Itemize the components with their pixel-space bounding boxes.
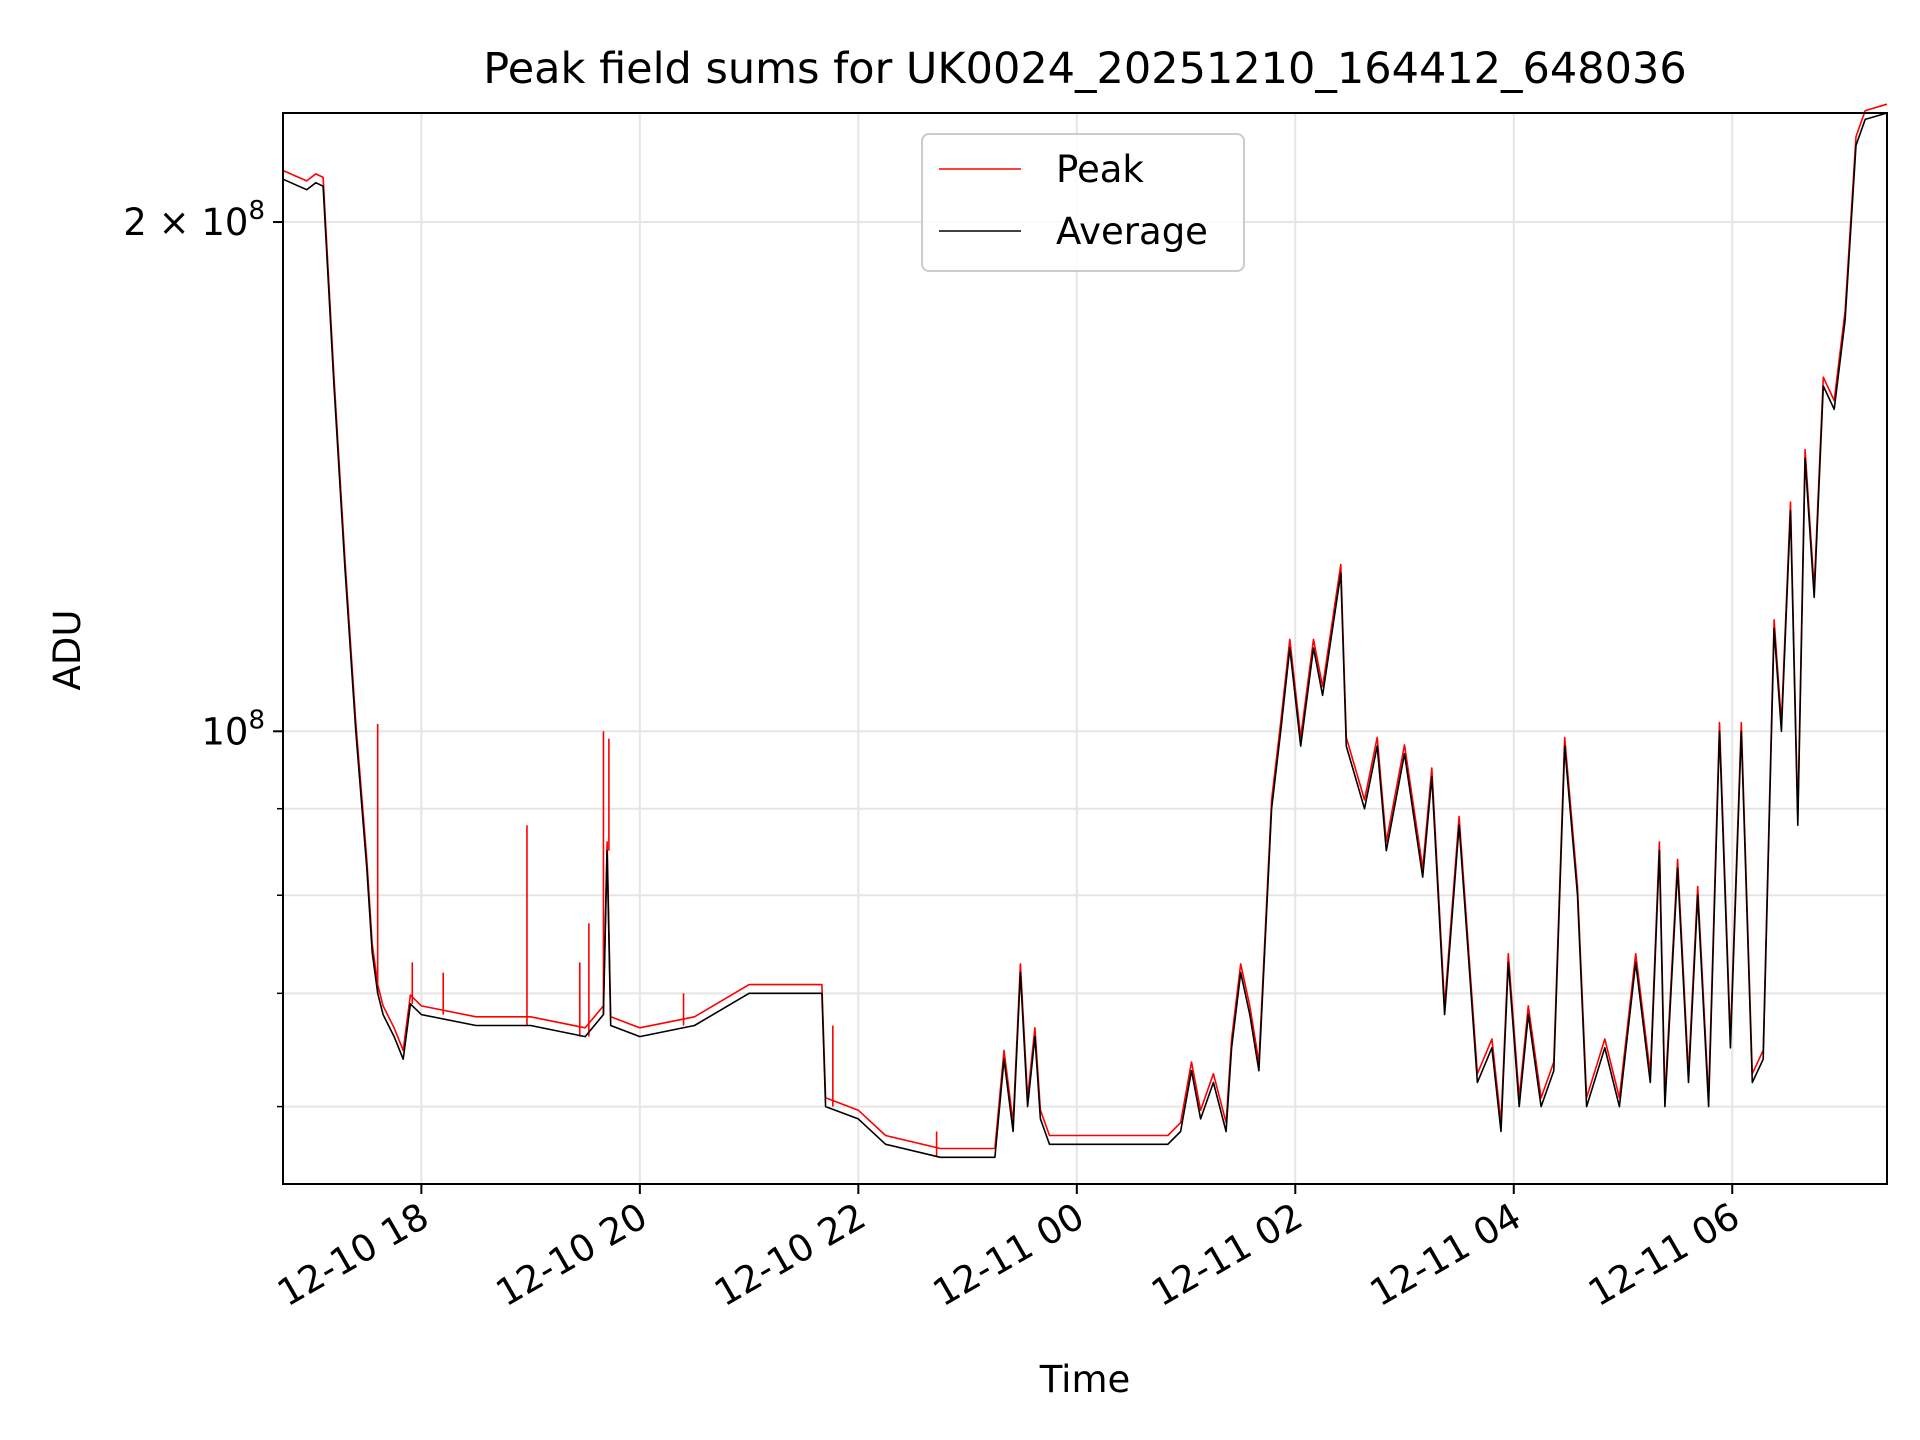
series-layer [282,103,1888,1159]
y-tick-label: 108 [201,705,265,753]
legend-label-peak: Peak [1056,148,1144,191]
y-axis: 108 2 × 108 [123,196,283,1108]
legend: Peak Average [921,133,1245,272]
series-line-average [282,112,1888,1159]
grid-layer [283,113,1887,1184]
chart-title: Peak field sums for UK0024_20251210_1644… [483,44,1686,94]
legend-label-average: Average [1056,210,1208,253]
y-tick-label: 2 × 108 [123,196,265,244]
plot-frame [282,112,1888,1185]
x-axis-label: Time [1039,1358,1131,1401]
y-axis-label: ADU [46,610,89,691]
